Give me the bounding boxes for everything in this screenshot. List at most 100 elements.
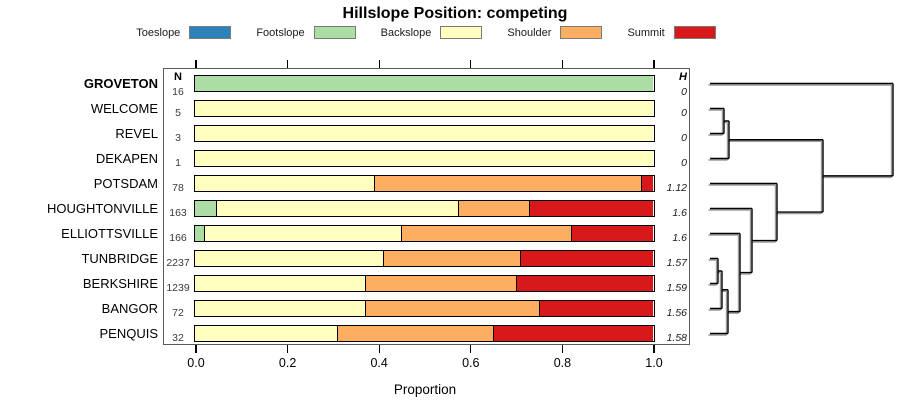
n-value: 1239	[166, 281, 190, 294]
bar-segment-shoulder	[373, 176, 642, 191]
x-tick-top	[653, 60, 655, 68]
h-value: 1.59	[666, 281, 687, 294]
bar-segment-shoulder	[401, 226, 571, 241]
row-label-tunbridge: TUNBRIDGE	[81, 250, 158, 266]
n-column-header: N	[174, 71, 182, 83]
bar-segment-shoulder	[364, 276, 516, 291]
h-value: 1.58	[666, 331, 687, 344]
bar-segment-summit	[515, 276, 653, 291]
bar-segment-backslope	[195, 101, 653, 116]
legend-swatch-backslope	[440, 26, 483, 39]
bar-segment-summit	[529, 201, 653, 216]
bar-segment-shoulder	[364, 301, 539, 316]
x-tick-label: 0.6	[462, 356, 480, 370]
n-value: 78	[172, 181, 184, 194]
stacked-bar-houghtonville	[194, 200, 655, 217]
h-value: 1.57	[666, 256, 687, 269]
n-value: 2237	[166, 256, 190, 269]
n-value: 1	[175, 156, 181, 169]
x-tick-bottom	[287, 345, 289, 353]
x-tick-top	[287, 60, 289, 68]
dendrogram-lines	[710, 82, 894, 335]
bar-segment-summit	[570, 226, 653, 241]
row-label-penquis: PENQUIS	[99, 325, 158, 341]
bar-segment-summit	[492, 326, 653, 341]
row-label-bangor: BANGOR	[101, 300, 158, 316]
h-value: 0	[681, 106, 687, 119]
stacked-bar-berkshire	[194, 275, 655, 292]
stacked-bar-groveton	[194, 75, 655, 92]
bar-segment-footslope	[195, 76, 653, 91]
x-tick-top	[561, 60, 563, 68]
x-axis-title: Proportion	[393, 382, 457, 397]
plot-panel-border	[163, 68, 690, 345]
legend-swatch-footslope	[313, 26, 356, 39]
legend-label: Footslope	[256, 26, 305, 39]
bar-segment-summit	[520, 251, 653, 266]
x-tick-bottom	[561, 345, 563, 353]
x-tick-label: 0.0	[187, 356, 205, 370]
legend-label: Backslope	[380, 26, 432, 39]
h-value: 1.6	[672, 206, 687, 219]
legend-swatch-toeslope	[189, 26, 232, 39]
row-label-berkshire: BERKSHIRE	[82, 275, 158, 291]
stacked-bar-revel	[194, 125, 655, 142]
bar-segment-backslope	[204, 226, 402, 241]
legend-label: Summit	[627, 26, 665, 39]
x-tick-top	[195, 60, 197, 68]
bar-segment-shoulder	[458, 201, 530, 216]
n-value: 166	[169, 231, 187, 244]
x-tick-label: 1.0	[645, 356, 663, 370]
chart-title: Hillslope Position: competing	[342, 5, 568, 22]
bar-segment-backslope	[195, 276, 365, 291]
legend-label: Toeslope	[136, 26, 181, 39]
x-tick-top	[378, 60, 380, 68]
x-tick-bottom	[653, 345, 655, 353]
x-tick-bottom	[195, 345, 197, 353]
row-label-houghtonville: HOUGHTONVILLE	[46, 200, 158, 216]
n-value: 3	[175, 131, 181, 144]
bar-segment-backslope	[195, 126, 653, 141]
n-value: 5	[175, 106, 181, 119]
x-tick-label: 0.2	[278, 356, 297, 370]
h-value: 1.6	[672, 231, 687, 244]
h-value: 1.56	[666, 306, 687, 319]
h-value: 1.12	[666, 181, 687, 194]
legend-item-backslope: Backslope	[381, 26, 483, 39]
n-value: 163	[169, 206, 187, 219]
bar-segment-backslope	[195, 251, 383, 266]
h-column-header: H	[679, 71, 687, 83]
bar-segment-backslope	[195, 301, 365, 316]
row-label-elliottsville: ELLIOTTSVILLE	[61, 225, 158, 241]
legend-label: Shoulder	[507, 26, 552, 39]
bar-segment-backslope	[195, 176, 374, 191]
h-value: 0	[681, 86, 687, 98]
x-tick-top	[470, 60, 472, 68]
bar-segment-shoulder	[337, 326, 493, 341]
bar-segment-shoulder	[382, 251, 521, 266]
h-value: 0	[681, 131, 687, 144]
bar-segment-backslope	[215, 201, 459, 216]
stacked-bar-penquis	[194, 325, 655, 342]
bar-segment-footslope	[195, 201, 216, 216]
legend-swatch-summit	[673, 26, 716, 39]
x-tick-bottom	[470, 345, 472, 353]
bar-segment-summit	[641, 176, 653, 191]
legend-item-shoulder: Shoulder	[507, 26, 603, 39]
legend-item-footslope: Footslope	[256, 26, 356, 39]
row-label-potsdam: POTSDAM	[93, 175, 158, 191]
n-value: 16	[172, 86, 184, 98]
dendrogram-shadow	[708, 84, 893, 336]
stacked-bar-welcome	[194, 100, 655, 117]
stacked-bar-potsdam	[194, 175, 655, 192]
bar-segment-backslope	[195, 151, 653, 166]
stacked-bar-tunbridge	[194, 250, 655, 267]
row-label-dekapen: DEKAPEN	[95, 150, 158, 166]
h-value: 0	[681, 156, 687, 169]
legend-item-toeslope: Toeslope	[136, 26, 232, 39]
bar-segment-summit	[538, 301, 653, 316]
bar-segment-backslope	[195, 326, 337, 341]
stacked-bar-bangor	[194, 300, 655, 317]
x-tick-label: 0.8	[553, 356, 572, 370]
